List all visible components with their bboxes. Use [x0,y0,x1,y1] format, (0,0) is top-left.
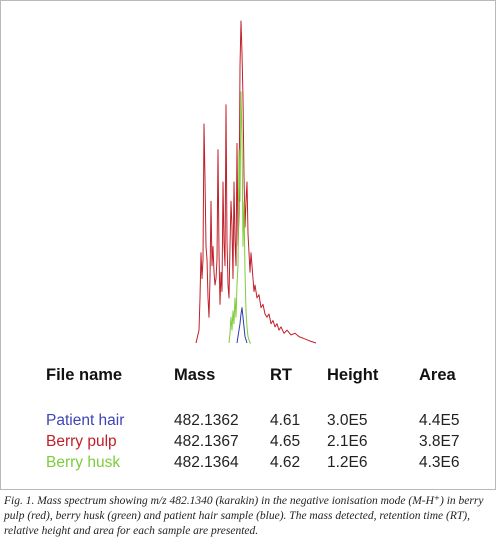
header-area: Area [419,366,456,384]
row-mass: 482.1367 [174,432,239,450]
mass-spectrum-chart [195,20,317,344]
row-height: 3.0E5 [327,411,368,429]
row-mass: 482.1362 [174,411,239,429]
row-area: 4.4E5 [419,411,460,429]
results-table: File name Mass RT Height Area Patient ha… [31,362,489,473]
row-name-patient-hair: Patient hair [46,411,125,429]
row-rt: 4.62 [270,453,301,471]
row-height: 1.2E6 [327,453,368,471]
header-file-name: File name [46,366,123,384]
table-row: Berry pulp 482.1367 4.65 2.1E6 3.8E7 [31,431,489,452]
blue-trace-line [236,307,248,344]
header-rt: RT [270,366,292,384]
table-header-row: File name Mass RT Height Area [31,362,489,389]
green-trace-line [228,91,251,344]
row-area: 4.3E6 [419,453,460,471]
header-height: Height [327,366,379,384]
header-mass: Mass [174,366,216,384]
row-height: 2.1E6 [327,432,368,450]
figure-caption: Fig. 1. Mass spectrum showing m/z 482.13… [4,495,484,537]
row-area: 3.8E7 [419,432,460,450]
row-rt: 4.65 [270,432,301,450]
red-trace-line [195,20,317,344]
row-name-berry-pulp: Berry pulp [46,432,117,450]
row-rt: 4.61 [270,411,301,429]
figure-frame: File name Mass RT Height Area Patient ha… [0,0,496,490]
row-name-berry-husk: Berry husk [46,453,121,471]
table-row: Patient hair 482.1362 4.61 3.0E5 4.4E5 [31,410,489,431]
row-mass: 482.1364 [174,453,239,471]
table-row: Berry husk 482.1364 4.62 1.2E6 4.3E6 [31,452,489,473]
